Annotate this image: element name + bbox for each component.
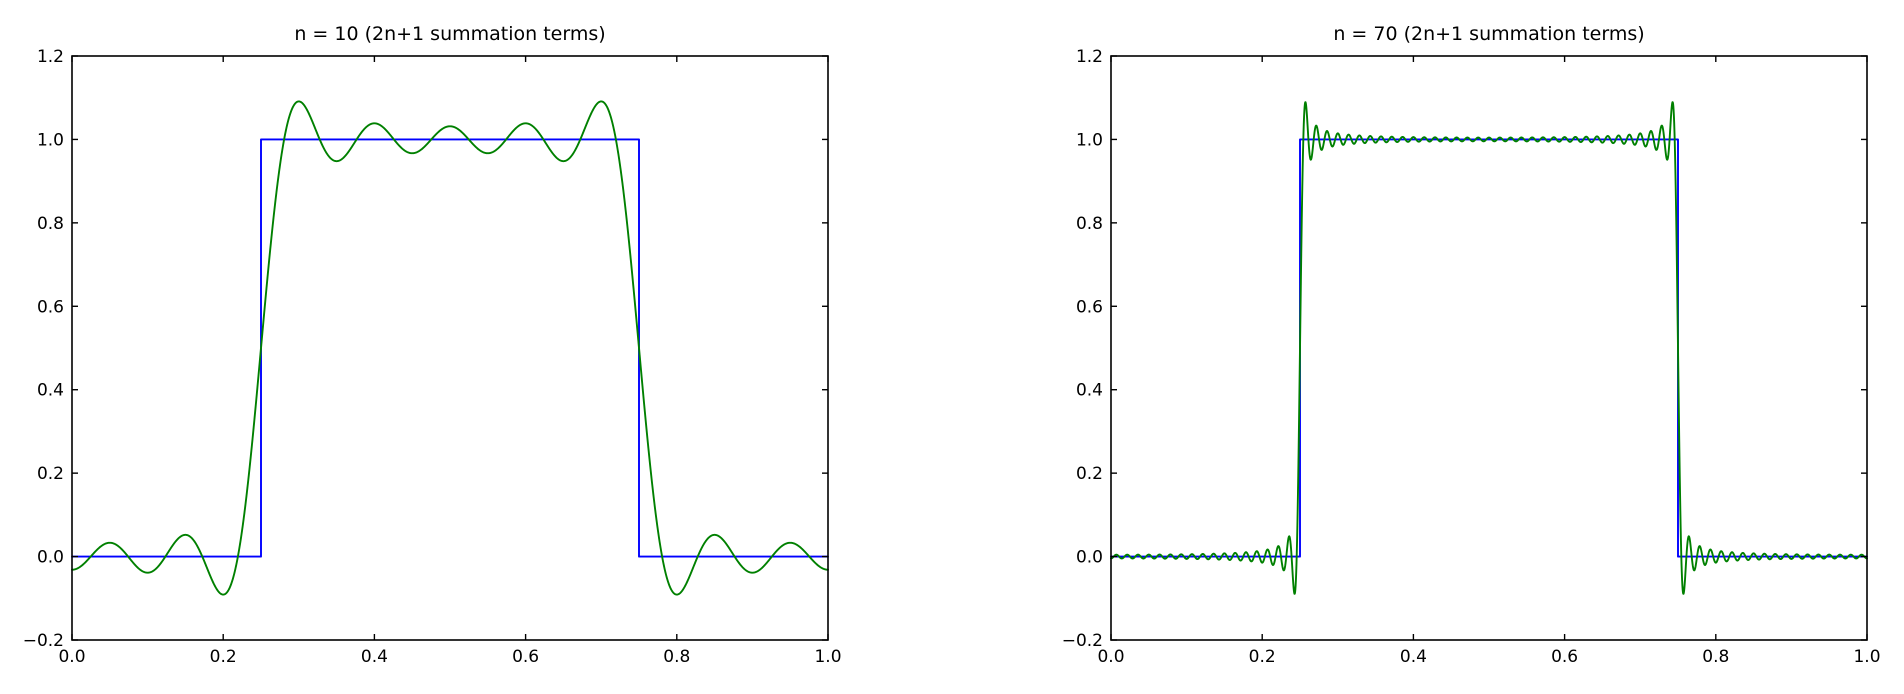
y-tick-label: −0.2 (1062, 631, 1103, 651)
y-tick-label: 1.2 (1076, 47, 1103, 67)
y-tick-label: 0.0 (37, 548, 64, 568)
y-tick-label: 1.0 (1076, 130, 1103, 150)
y-tick-label: 0.8 (1076, 214, 1103, 234)
y-tick-label: 0.4 (1076, 381, 1103, 401)
axes-frame (1110, 55, 1868, 641)
fourier-partial-sum-line (1110, 101, 1868, 595)
subplot-title-n10: n = 10 (2n+1 summation terms) (294, 23, 606, 45)
x-tick-label: 0.0 (1097, 647, 1124, 667)
y-tick-label: 0.2 (1076, 464, 1103, 484)
y-tick-label: 0.8 (37, 214, 64, 234)
x-tick-label: 0.0 (58, 647, 85, 667)
x-tick-label: 0.8 (1702, 647, 1729, 667)
x-tick-label: 1.0 (1853, 647, 1880, 667)
y-tick-label: 0.4 (37, 381, 64, 401)
y-tick-label: 1.0 (37, 130, 64, 150)
x-tick-label: 1.0 (814, 647, 841, 667)
y-tick-label: 0.2 (37, 464, 64, 484)
y-tick-label: 0.6 (1076, 297, 1103, 317)
x-tick-label: 0.2 (1249, 647, 1276, 667)
x-tick-label: 0.8 (663, 647, 690, 667)
x-tick-label: 0.4 (1400, 647, 1427, 667)
x-tick-label: 0.6 (1551, 647, 1578, 667)
y-tick-label: 0.6 (37, 297, 64, 317)
square-wave-line (71, 138, 829, 558)
y-tick-label: 1.2 (37, 47, 64, 67)
x-tick-label: 0.2 (210, 647, 237, 667)
square-wave-line (1110, 138, 1868, 558)
x-tick-label: 0.4 (361, 647, 388, 667)
fourier-partial-sum-line (71, 100, 829, 596)
y-tick-label: 0.0 (1076, 548, 1103, 568)
axes-frame (71, 55, 829, 641)
x-tick-label: 0.6 (512, 647, 539, 667)
subplot-title-n70: n = 70 (2n+1 summation terms) (1333, 23, 1645, 45)
y-tick-label: −0.2 (23, 631, 64, 651)
